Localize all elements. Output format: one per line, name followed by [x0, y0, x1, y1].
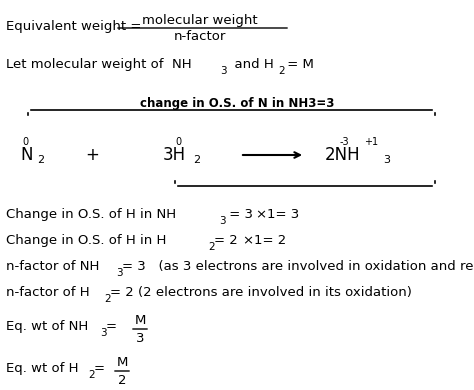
Text: 2NH: 2NH: [325, 146, 361, 164]
Text: Let molecular weight of  NH: Let molecular weight of NH: [6, 58, 191, 71]
Text: = M: = M: [283, 58, 314, 71]
Text: 1= 2: 1= 2: [254, 234, 286, 247]
Text: = 3   (as 3 electrons are involved in oxidation and reduction): = 3 (as 3 electrons are involved in oxid…: [122, 260, 474, 273]
Text: -3: -3: [340, 137, 350, 147]
Text: ×: ×: [242, 234, 253, 247]
Text: =: =: [94, 362, 109, 375]
Text: 2: 2: [278, 66, 284, 76]
Text: 0: 0: [22, 137, 28, 147]
Text: ×: ×: [255, 208, 266, 221]
Text: 3: 3: [116, 268, 123, 278]
Text: 3H: 3H: [163, 146, 186, 164]
Text: 2: 2: [104, 294, 110, 304]
Text: 0: 0: [175, 137, 181, 147]
Text: 3: 3: [383, 155, 390, 165]
Text: N: N: [20, 146, 33, 164]
Text: 2: 2: [208, 242, 215, 252]
Text: 3: 3: [136, 332, 144, 344]
Text: and H: and H: [226, 58, 274, 71]
Text: = 2 (2 electrons are involved in its oxidation): = 2 (2 electrons are involved in its oxi…: [110, 286, 412, 299]
Text: Equivalent weight =: Equivalent weight =: [6, 20, 146, 33]
Text: change in O.S. of N in NH3=3: change in O.S. of N in NH3=3: [140, 97, 334, 110]
Text: 3: 3: [100, 328, 107, 338]
Text: 2: 2: [118, 374, 126, 386]
Text: 2: 2: [37, 155, 44, 165]
Text: +: +: [85, 146, 99, 164]
Text: = 3: = 3: [225, 208, 257, 221]
Text: Change in O.S. of H in H: Change in O.S. of H in H: [6, 234, 166, 247]
Text: 1= 3: 1= 3: [267, 208, 299, 221]
Text: Eq. wt of H: Eq. wt of H: [6, 362, 79, 375]
Text: molecular weight: molecular weight: [142, 14, 258, 27]
Text: =: =: [106, 320, 121, 333]
Text: 3: 3: [219, 216, 226, 226]
Text: M: M: [134, 314, 146, 326]
Text: 3: 3: [220, 66, 227, 76]
Text: M: M: [116, 356, 128, 369]
Text: n-factor of H: n-factor of H: [6, 286, 90, 299]
Text: Eq. wt of NH: Eq. wt of NH: [6, 320, 88, 333]
Text: +1: +1: [364, 137, 378, 147]
Text: 2: 2: [88, 370, 95, 380]
Text: Change in O.S. of H in NH: Change in O.S. of H in NH: [6, 208, 176, 221]
Text: = 2: = 2: [214, 234, 242, 247]
Text: n-factor of NH: n-factor of NH: [6, 260, 100, 273]
Text: 2: 2: [193, 155, 200, 165]
Text: n-factor: n-factor: [174, 30, 226, 43]
